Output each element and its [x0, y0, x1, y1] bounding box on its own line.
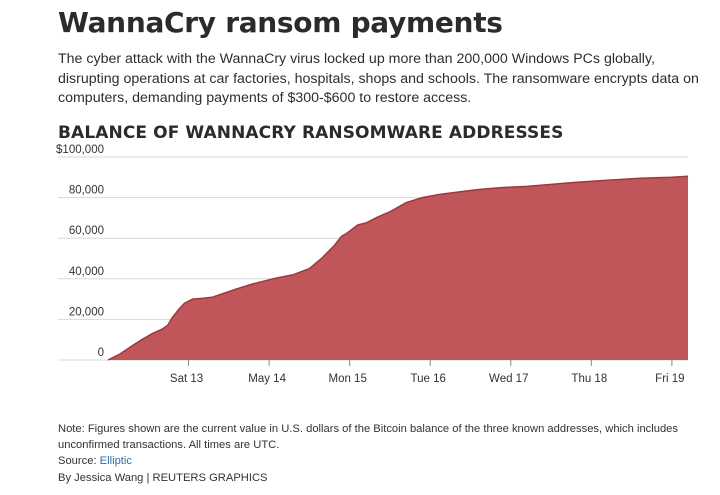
- chart-note: Note: Figures shown are the current valu…: [58, 423, 678, 451]
- x-tick-label: Mon 15: [328, 373, 366, 385]
- y-tick-label: 40,000: [69, 266, 104, 278]
- y-tick-label: $100,000: [56, 144, 104, 156]
- x-tick-label: May 14: [248, 373, 286, 385]
- y-tick-label: 60,000: [69, 225, 104, 237]
- x-tick-label: Wed 17: [489, 373, 528, 385]
- y-tick-label: 0: [98, 347, 104, 359]
- area-line: [107, 175, 689, 361]
- intro-paragraph: The cyber attack with the WannaCry virus…: [58, 51, 699, 106]
- source-label: Source:: [58, 455, 100, 467]
- source-line: Source: Elliptic: [58, 455, 132, 467]
- area-fill: [108, 176, 688, 360]
- headline: WannaCry ransom payments: [58, 6, 503, 39]
- source-link[interactable]: Elliptic: [99, 455, 132, 467]
- byline: By Jessica Wang | REUTERS GRAPHICS: [58, 472, 268, 484]
- chart-title: BALANCE OF WANNACRY RANSOMWARE ADDRESSES: [58, 123, 564, 143]
- x-tick-label: Thu 18: [571, 373, 607, 385]
- x-tick-label: Tue 16: [411, 373, 446, 385]
- x-tick-label: Sat 13: [170, 373, 203, 385]
- y-tick-label: 20,000: [69, 306, 104, 318]
- area-chart: 0 20,000 40,000 60,000 80,000 $100,000 Sat 13 M…: [56, 144, 689, 385]
- y-tick-label: 80,000: [69, 185, 104, 197]
- x-tick-label: Fri 19: [655, 373, 684, 385]
